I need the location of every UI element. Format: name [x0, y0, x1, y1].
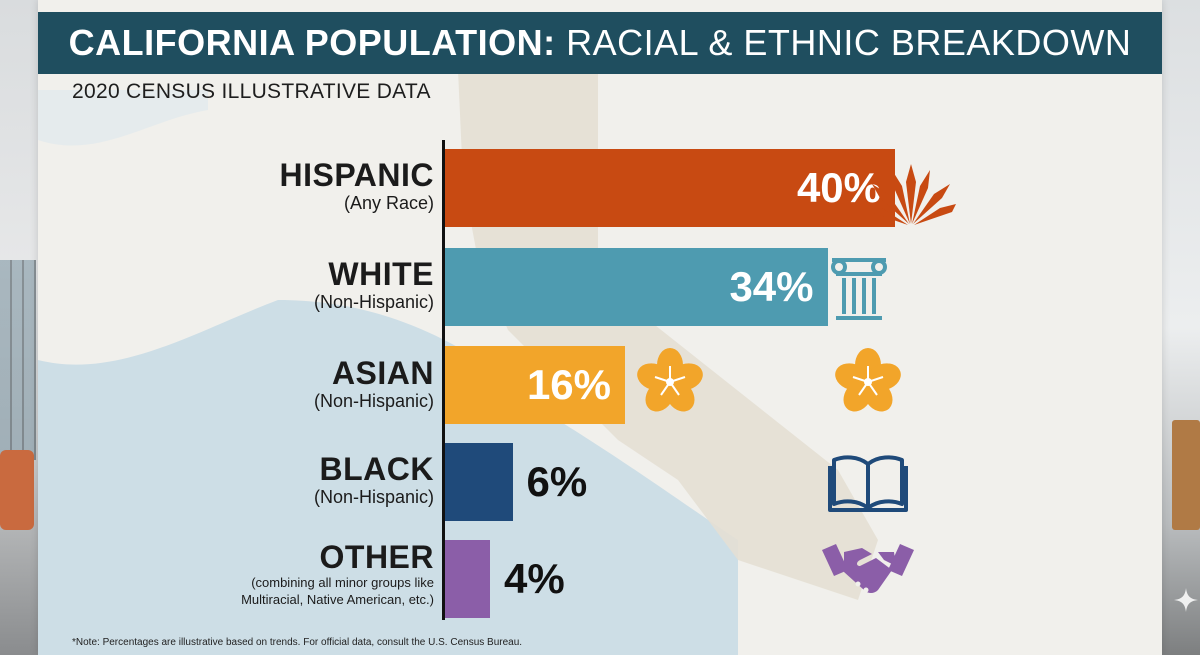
- sparkle-icon: [1174, 588, 1198, 612]
- bar-black: [445, 443, 513, 521]
- value-label-asian: 16%: [526, 361, 611, 408]
- handshake-icon: [822, 544, 914, 593]
- category-name: HISPANIC: [279, 157, 434, 193]
- value-label-other: 4%: [504, 555, 565, 602]
- category-note: (Any Race): [343, 193, 434, 213]
- category-name: WHITE: [328, 256, 434, 292]
- category-name: BLACK: [319, 451, 434, 487]
- infographic-board: CALIFORNIA POPULATION: RACIAL & ETHNIC B…: [38, 0, 1162, 655]
- footnote: *Note: Percentages are illustrative base…: [72, 637, 523, 648]
- label-white: WHITE (Non-Hispanic): [314, 257, 434, 313]
- cherry-blossom-icon: [637, 348, 703, 412]
- agave-icon: [866, 164, 956, 225]
- chart-title-bold: CALIFORNIA POPULATION:: [68, 22, 556, 63]
- category-note: (combining all minor groups like Multira…: [241, 575, 434, 607]
- column-icon: [831, 258, 887, 320]
- title-bar: CALIFORNIA POPULATION: RACIAL & ETHNIC B…: [38, 12, 1162, 74]
- office-wall-right: [1160, 0, 1200, 655]
- label-black: BLACK (Non-Hispanic): [314, 452, 434, 508]
- chart-title: CALIFORNIA POPULATION: RACIAL & ETHNIC B…: [69, 22, 1132, 64]
- category-note: (Non-Hispanic): [313, 391, 434, 411]
- category-note: (Non-Hispanic): [313, 487, 434, 507]
- office-shelf: [1172, 420, 1200, 530]
- bar-asian: [445, 346, 625, 424]
- bar-hispanic: [445, 149, 895, 227]
- value-label-white: 34%: [729, 263, 814, 310]
- label-asian: ASIAN (Non-Hispanic): [314, 356, 434, 412]
- cherry-blossom-icon-decor: [835, 348, 901, 412]
- category-name: OTHER: [319, 539, 434, 575]
- chart-subtitle: 2020 CENSUS ILLUSTRATIVE DATA: [72, 80, 431, 103]
- value-label-black: 6%: [526, 458, 588, 505]
- bar-white: [445, 248, 828, 326]
- category-note: (Non-Hispanic): [313, 292, 434, 312]
- chart-title-regular: RACIAL & ETHNIC BREAKDOWN: [555, 22, 1132, 63]
- office-chair: [0, 450, 34, 530]
- open-book-icon: [828, 455, 908, 512]
- category-name: ASIAN: [331, 355, 434, 391]
- label-other: OTHER (combining all minor groups like M…: [194, 540, 434, 608]
- bar-other: [445, 540, 490, 618]
- office-window: [0, 260, 36, 460]
- label-hispanic: HISPANIC (Any Race): [279, 158, 434, 214]
- value-label-hispanic: 40%: [796, 164, 881, 211]
- category-axis-line: [442, 140, 445, 620]
